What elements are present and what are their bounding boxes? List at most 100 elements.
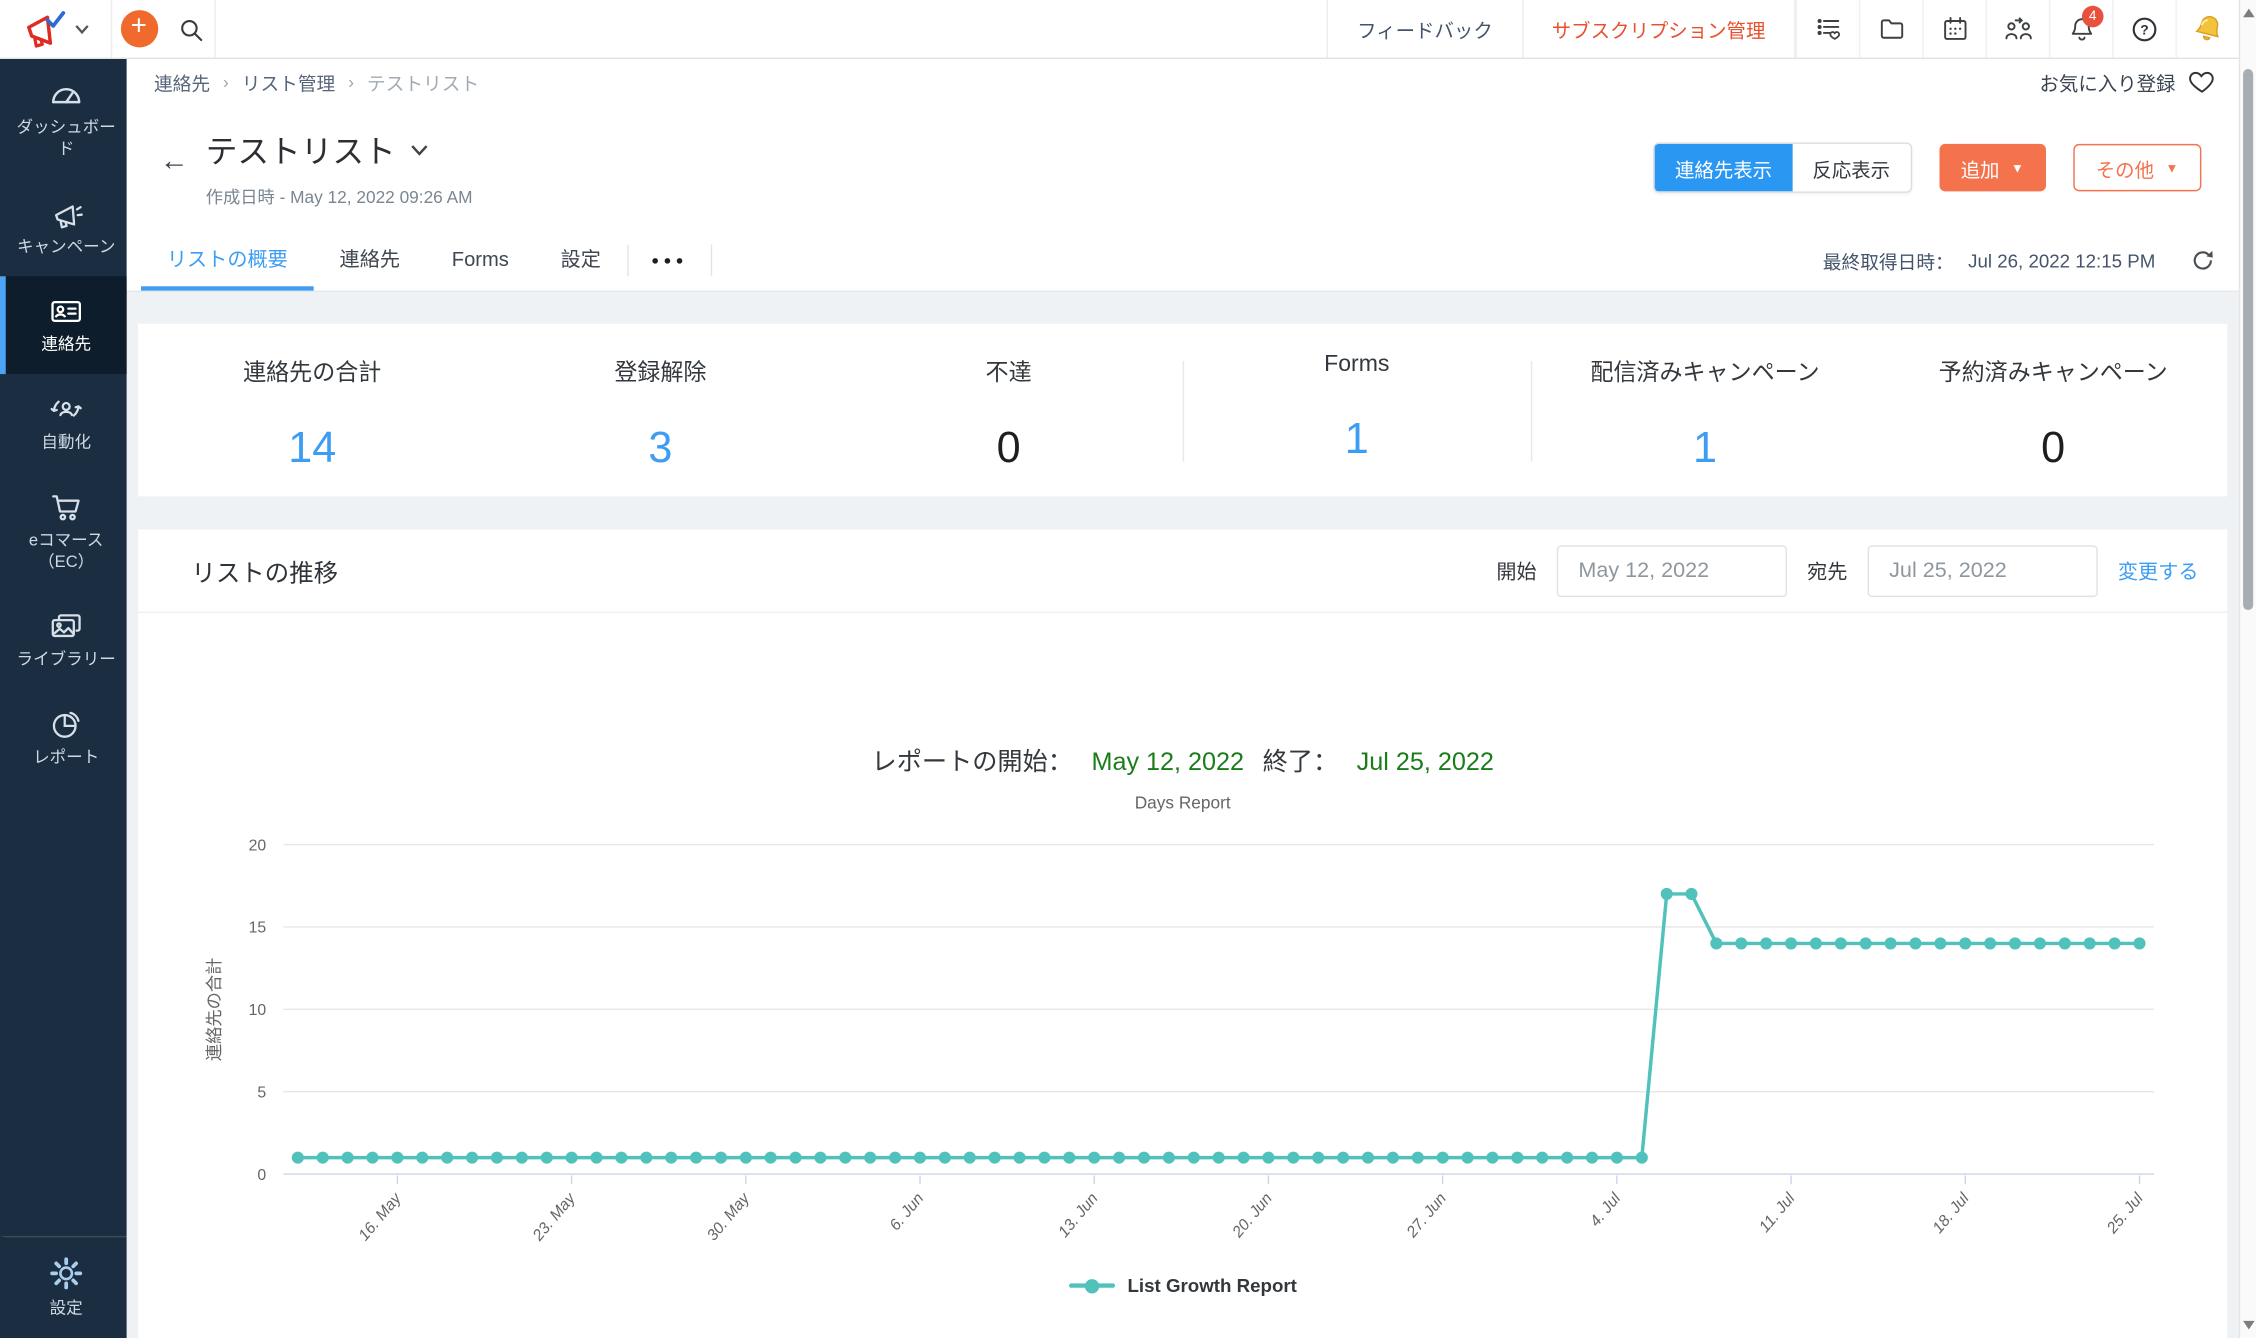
subscription-management-link[interactable]: サブスクリプション管理 [1551,20,1766,42]
tab-forms[interactable]: Forms [451,246,509,270]
help-icon: ? [2132,16,2157,41]
stat-label: 予約済みキャンペーン [1938,361,2168,386]
stat-value[interactable]: 1 [1692,424,1717,472]
stat-value[interactable]: 1 [1344,415,1369,464]
sidebar-item-settings[interactable]: 設定 [0,1236,127,1338]
stat-forms: Forms 1 [1183,324,1531,497]
tabs-overflow-button[interactable]: ●●● [651,253,688,268]
stat-label: 連絡先の合計 [243,361,382,386]
list-growth-header: リストの推移 開始 宛先 変更する [138,529,2228,613]
back-button[interactable]: ← [159,145,189,177]
library-icon [51,613,81,637]
sidebar-item-dashboard[interactable]: ダッシュボード [0,59,127,178]
end-date-label: 宛先 [1807,558,1848,582]
more-button[interactable]: その他 ▼ [2072,143,2202,192]
svg-text:13. Jun: 13. Jun [1055,1190,1101,1241]
list-growth-chart[interactable]: 0 5 10 15 20 連絡先の合計 16. May 23. May 30. May 6. Ju… [201,824,2172,1256]
svg-text:5: 5 [257,1084,266,1101]
create-new-button[interactable]: + [120,10,158,48]
sidebar-item-reports[interactable]: レポート [0,688,127,786]
sidebar-item-campaigns[interactable]: キャンペーン [0,178,127,276]
refresh-button[interactable] [2190,247,2216,273]
stats-card: 連絡先の合計 14 登録解除 3 不達 0 Forms 1 配信済みキャンペーン [138,323,2228,497]
sidebar-item-contacts[interactable]: 連絡先 [0,275,127,374]
svg-text:6. Jun: 6. Jun [887,1190,928,1234]
sidebar-item-automation[interactable]: 自動化 [0,374,127,472]
scrollbar-down-arrow[interactable] [2243,1320,2255,1330]
notifications-button[interactable]: 4 [2048,0,2112,58]
stat-value[interactable]: 14 [288,424,337,472]
create-new-cell: + [112,0,165,58]
start-date-input[interactable] [1556,544,1787,597]
stat-value: 0 [2041,424,2066,472]
svg-text:18. Jul: 18. Jul [1930,1190,1973,1237]
breadcrumb-list-management[interactable]: リスト管理 [241,72,336,95]
stat-label: 登録解除 [614,361,707,386]
topbar-spacer [216,0,1327,58]
sidebar-item-label: 連絡先 [41,336,92,354]
tabs: リストの概要 連絡先 Forms 設定 ●●● 最終取得日時： Jul 26, … [126,230,2239,293]
end-date-input[interactable] [1867,544,2098,597]
chart-legend[interactable]: List Growth Report [138,1275,2227,1296]
help-button[interactable]: ? [2112,0,2175,58]
refresh-icon [2193,250,2213,270]
gear-icon [50,1257,83,1290]
reports-icon [52,711,80,738]
scrollbar-thumb[interactable] [2243,69,2254,611]
svg-text:16. May: 16. May [356,1189,406,1244]
title-chevron-down-icon [411,144,428,156]
feedback-link[interactable]: フィードバック [1357,20,1493,42]
user-transfer-button[interactable] [1985,0,2049,58]
recent-activity-button[interactable] [1795,0,1859,58]
favorite-control[interactable]: お気に入り登録 [2039,68,2215,97]
breadcrumb-current: テストリスト [366,72,480,95]
svg-text:25. Jul: 25. Jul [2103,1190,2147,1238]
stat-bounced: 不達 0 [835,324,1183,497]
scrollbar-up-arrow[interactable] [2243,8,2255,18]
svg-text:連絡先の合計: 連絡先の合計 [204,958,224,1062]
search-icon [180,19,202,41]
legend-marker-icon [1068,1278,1115,1293]
svg-text:10: 10 [249,1002,267,1019]
more-button-label: その他 [2095,158,2154,181]
chart-title: レポートの開始： May 12, 2022 終了： Jul 25, 2022 [138,742,2227,778]
files-button[interactable] [1858,0,1922,58]
contacts-view-toggle[interactable]: 連絡先表示 [1654,143,1793,192]
page-title[interactable]: テストリスト [206,127,473,173]
svg-text:20: 20 [249,837,267,854]
svg-text:23. May: 23. May [529,1189,580,1245]
sidebar-item-label: ダッシュボード [16,119,116,159]
response-view-toggle[interactable]: 反応表示 [1792,143,1911,192]
tab-contacts[interactable]: 連絡先 [339,246,400,270]
sidebar-item-ecommerce[interactable]: eコマース（EC） [0,471,127,590]
section-title: リストの推移 [191,559,339,588]
ecommerce-icon [52,494,80,520]
whats-new-button[interactable] [2175,0,2238,58]
page-scrollbar[interactable] [2238,0,2256,1338]
topbar-divider [1521,0,1523,58]
stat-label: 不達 [985,361,1032,386]
add-button[interactable]: 追加 ▼ [1939,143,2046,192]
search-button[interactable] [165,0,216,58]
stat-value[interactable]: 3 [648,424,673,472]
calendar-button[interactable] [1922,0,1985,58]
svg-text:30. May: 30. May [704,1189,754,1244]
app-logo[interactable] [0,0,113,58]
gold-bell-icon [2194,15,2219,41]
start-date-label: 開始 [1496,558,1537,582]
tab-list-overview[interactable]: リストの概要 [141,230,314,291]
change-range-link[interactable]: 変更する [2117,558,2199,582]
folder-icon [1880,19,1903,39]
tab-settings[interactable]: 設定 [560,246,601,270]
svg-text:20. Jun: 20. Jun [1229,1190,1276,1242]
stat-label: 配信済みキャンペーン [1590,361,1820,386]
logo-chevron-down-icon [75,24,89,34]
sidebar-item-library[interactable]: ライブラリー [0,591,127,689]
stat-sent-campaigns: 配信済みキャンペーン 1 [1531,324,1879,497]
stat-unsubscribed: 登録解除 3 [486,324,834,497]
stat-total-contacts: 連絡先の合計 14 [138,324,486,497]
topbar-divider [1326,0,1329,58]
breadcrumb-contacts[interactable]: 連絡先 [153,72,211,95]
stat-scheduled-campaigns: 予約済みキャンペーン 0 [1879,324,2227,497]
chart-subtitle: Days Report [1134,792,1231,813]
